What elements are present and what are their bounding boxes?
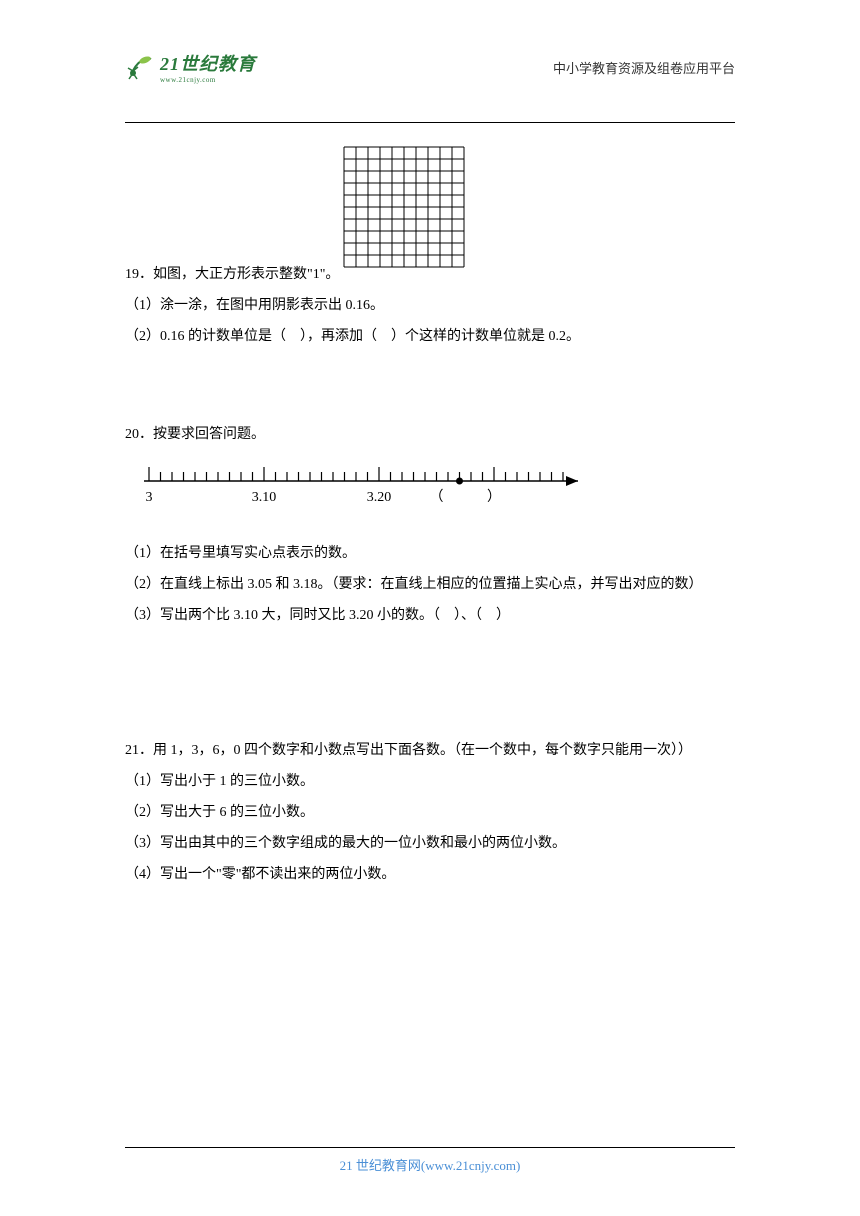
q21-stem: 用 1，3，6，0 四个数字和小数点写出下面各数。（在一个数中，每个数字只能用一… [153,743,692,758]
question-19: 19．如图，大正方形表示整数"1"。 （1）涂一涂，在图中用阴影表示出 0.16… [125,140,735,352]
q19-sub1: （1）涂一涂，在图中用阴影表示出 0.16。 [125,291,735,322]
svg-text:）: ） [487,489,501,505]
q20-sub3: （3）写出两个比 3.10 大，同时又比 3.20 小的数。（ ）、（ ） [125,601,735,632]
top-horizontal-rule [125,122,735,123]
grid-svg [343,146,465,268]
svg-text:3: 3 [146,490,153,505]
q20-stem: 按要求回答问题。 [153,427,265,442]
logo-area: 21世纪教育 www.21cnjy.com [125,50,256,84]
q21-number: 21． [125,743,153,758]
content-area: 19．如图，大正方形表示整数"1"。 （1）涂一涂，在图中用阴影表示出 0.16… [125,140,735,898]
q19-sub2: （2）0.16 的计数单位是（ ），再添加（ ）个这样的计数单位就是 0.2。 [125,322,735,353]
question-20: 20．按要求回答问题。 3 3.10 3.20 （ ） （1）在括号里填写实心点表示的数… [125,420,735,631]
logo-icon [125,53,155,81]
q20-sub1: （1）在括号里填写实心点表示的数。 [125,539,735,570]
q21-sub2: （2）写出大于 6 的三位小数。 [125,798,735,829]
question-21: 21．用 1，3，6，0 四个数字和小数点写出下面各数。（在一个数中，每个数字只… [125,736,735,890]
q21-sub1: （1）写出小于 1 的三位小数。 [125,767,735,798]
q19-grid [343,146,465,268]
q19-number: 19． [125,267,153,282]
q20-number-line: 3 3.10 3.20 （ ） [129,459,735,527]
svg-text:3.20: 3.20 [367,490,392,505]
page-footer: 21 世纪教育网(www.21cnjy.com) [0,1155,860,1174]
q20-number: 20． [125,427,153,442]
q19-stem: 如图，大正方形表示整数"1"。 [153,267,339,282]
number-line-svg: 3 3.10 3.20 （ ） [129,459,589,514]
svg-text:（: （ [430,489,444,505]
page-header: 21世纪教育 www.21cnjy.com 中小学教育资源及组卷应用平台 [125,50,735,84]
q20-sub2: （2）在直线上标出 3.05 和 3.18。（要求：在直线上相应的位置描上实心点… [125,570,735,601]
header-right-text: 中小学教育资源及组卷应用平台 [553,58,735,77]
logo-text-group: 21世纪教育 www.21cnjy.com [160,50,256,84]
svg-text:3.10: 3.10 [252,490,277,505]
logo-sub-text: www.21cnjy.com [160,76,256,84]
bottom-horizontal-rule [125,1147,735,1148]
q21-sub3: （3）写出由其中的三个数字组成的最大的一位小数和最小的两位小数。 [125,829,735,860]
q21-sub4: （4）写出一个"零"都不读出来的两位小数。 [125,860,735,891]
logo-main-text: 21世纪教育 [160,50,256,76]
